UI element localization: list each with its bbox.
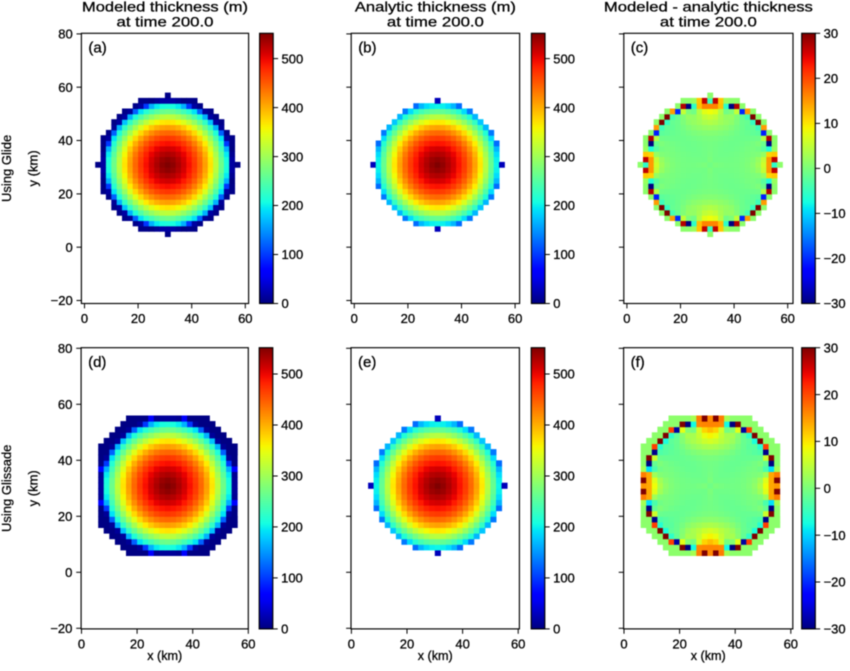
svg-text:300: 300 — [281, 469, 303, 484]
svg-text:0: 0 — [623, 311, 630, 326]
svg-text:500: 500 — [553, 51, 575, 66]
svg-text:100: 100 — [553, 571, 575, 586]
svg-text:0: 0 — [281, 622, 288, 637]
svg-text:400: 400 — [553, 418, 575, 433]
svg-text:−20: −20 — [824, 575, 846, 590]
svg-text:(c): (c) — [631, 39, 649, 56]
svg-text:40: 40 — [58, 133, 72, 148]
svg-text:−20: −20 — [51, 293, 73, 308]
svg-text:−30: −30 — [824, 296, 846, 311]
svg-text:200: 200 — [553, 520, 575, 535]
svg-text:60: 60 — [58, 397, 72, 412]
svg-text:Modeled thickness (m): Modeled thickness (m) — [82, 0, 248, 15]
svg-text:300: 300 — [553, 149, 575, 164]
svg-text:Using Glide: Using Glide — [0, 135, 14, 202]
svg-text:at time 200.0: at time 200.0 — [387, 14, 484, 30]
svg-text:−10: −10 — [824, 206, 846, 221]
svg-text:300: 300 — [282, 149, 304, 164]
svg-text:60: 60 — [784, 637, 798, 652]
svg-text:Modeled - analytic thickness: Modeled - analytic thickness — [604, 0, 813, 15]
svg-text:−30: −30 — [824, 622, 846, 637]
svg-text:20: 20 — [130, 637, 144, 652]
svg-text:200: 200 — [553, 198, 575, 213]
svg-text:400: 400 — [553, 100, 575, 115]
svg-text:300: 300 — [553, 469, 575, 484]
svg-text:0: 0 — [620, 637, 627, 652]
svg-text:40: 40 — [727, 311, 741, 326]
svg-text:20: 20 — [824, 387, 838, 402]
svg-text:60: 60 — [511, 637, 525, 652]
svg-text:at time 200.0: at time 200.0 — [660, 14, 757, 30]
svg-text:y (km): y (km) — [26, 470, 41, 506]
svg-text:100: 100 — [281, 571, 303, 586]
svg-text:40: 40 — [455, 637, 469, 652]
svg-text:20: 20 — [131, 311, 145, 326]
svg-text:20: 20 — [673, 311, 687, 326]
svg-text:Analytic thickness (m): Analytic thickness (m) — [355, 0, 516, 15]
svg-text:200: 200 — [281, 520, 303, 535]
svg-text:100: 100 — [553, 247, 575, 262]
svg-text:0: 0 — [81, 311, 88, 326]
svg-text:0: 0 — [824, 481, 831, 496]
svg-text:20: 20 — [400, 637, 414, 652]
svg-text:20: 20 — [58, 509, 72, 524]
svg-text:10: 10 — [824, 116, 838, 131]
svg-text:40: 40 — [58, 453, 72, 468]
svg-text:x (km): x (km) — [147, 649, 182, 663]
svg-text:20: 20 — [58, 187, 72, 202]
svg-text:at time 200.0: at time 200.0 — [117, 14, 214, 30]
svg-text:500: 500 — [281, 367, 303, 382]
svg-text:−20: −20 — [50, 621, 72, 636]
svg-text:60: 60 — [508, 311, 522, 326]
svg-text:Using Glissade: Using Glissade — [0, 445, 14, 532]
svg-text:60: 60 — [58, 80, 72, 95]
svg-text:60: 60 — [780, 311, 794, 326]
svg-text:0: 0 — [351, 311, 358, 326]
svg-text:10: 10 — [824, 434, 838, 449]
svg-text:0: 0 — [348, 637, 355, 652]
svg-text:0: 0 — [553, 622, 560, 637]
svg-text:40: 40 — [184, 311, 198, 326]
svg-text:500: 500 — [553, 367, 575, 382]
svg-text:60: 60 — [238, 311, 252, 326]
svg-text:0: 0 — [282, 296, 289, 311]
svg-text:40: 40 — [728, 637, 742, 652]
svg-text:30: 30 — [824, 340, 838, 355]
svg-text:0: 0 — [65, 240, 72, 255]
svg-text:40: 40 — [185, 637, 199, 652]
svg-text:20: 20 — [672, 637, 686, 652]
svg-text:(b): (b) — [358, 39, 376, 56]
svg-text:(e): (e) — [358, 354, 376, 371]
svg-text:400: 400 — [281, 418, 303, 433]
svg-text:200: 200 — [282, 198, 304, 213]
svg-text:80: 80 — [58, 341, 72, 356]
svg-text:−20: −20 — [824, 251, 846, 266]
svg-text:100: 100 — [282, 247, 304, 262]
svg-text:x (km): x (km) — [418, 649, 453, 663]
svg-text:0: 0 — [553, 296, 560, 311]
svg-text:(d): (d) — [88, 354, 106, 371]
svg-text:0: 0 — [78, 637, 85, 652]
svg-text:400: 400 — [282, 100, 304, 115]
svg-text:60: 60 — [241, 637, 255, 652]
svg-text:30: 30 — [824, 26, 838, 41]
svg-text:40: 40 — [454, 311, 468, 326]
svg-text:500: 500 — [282, 51, 304, 66]
svg-text:(a): (a) — [88, 39, 106, 56]
svg-text:0: 0 — [824, 161, 831, 176]
svg-text:−10: −10 — [824, 528, 846, 543]
svg-text:20: 20 — [401, 311, 415, 326]
svg-text:0: 0 — [65, 565, 72, 580]
svg-text:y (km): y (km) — [26, 150, 41, 186]
svg-text:80: 80 — [58, 27, 72, 42]
svg-text:(f): (f) — [631, 354, 645, 371]
svg-text:x (km): x (km) — [691, 649, 726, 663]
svg-text:20: 20 — [824, 71, 838, 86]
